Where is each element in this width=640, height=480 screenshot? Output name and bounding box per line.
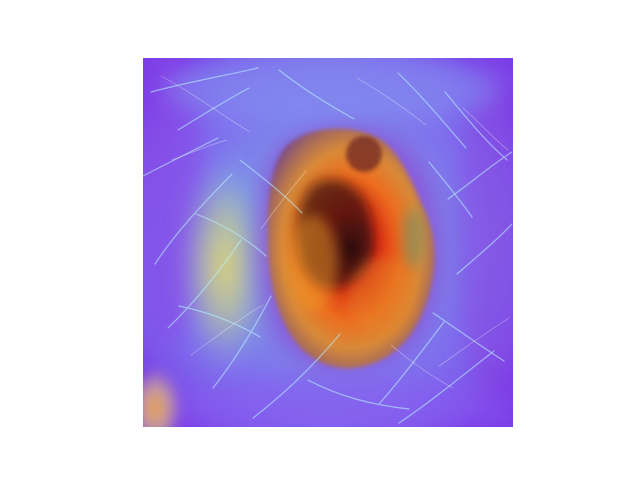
corner-orange-glow — [143, 368, 181, 427]
lesion-left-orange — [288, 215, 338, 311]
left-yellow-glow — [182, 158, 268, 374]
heatmap-image-panel — [143, 58, 513, 427]
heatmap-image — [143, 58, 513, 427]
lesion-top-dark-spot — [346, 136, 382, 172]
hair-lines — [143, 67, 513, 424]
top-blue-band — [163, 58, 503, 126]
bottom-blue-band — [163, 378, 513, 427]
lesion-right-teal-tint — [402, 208, 424, 268]
lesion-lower-orange — [348, 258, 416, 338]
fine-hair-lines — [160, 75, 510, 389]
